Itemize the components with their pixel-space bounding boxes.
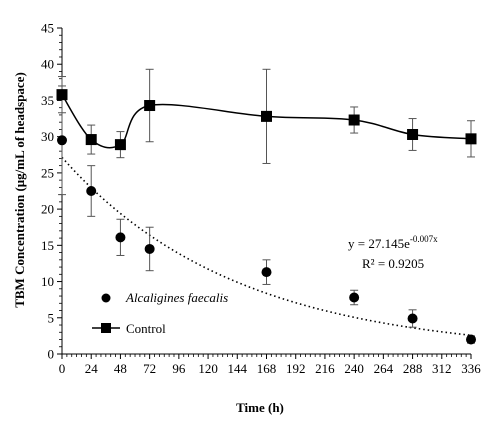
x-tick-label: 216	[315, 361, 335, 376]
x-tick-label: 0	[59, 361, 66, 376]
y-tick-label: 10	[41, 274, 54, 289]
x-axis-title: Time (h)	[236, 400, 284, 415]
data-point-control	[407, 128, 419, 140]
data-point-alcaligines	[144, 243, 155, 254]
x-tick-label: 312	[432, 361, 452, 376]
legend-label-control: Control	[126, 321, 166, 336]
data-point-alcaligines	[115, 232, 126, 243]
legend-label-alcaligines: Alcaligines faecalis	[125, 290, 228, 305]
x-tick-label: 288	[403, 361, 423, 376]
trendline-exponential	[61, 156, 472, 337]
trendline-equation-base: y = 27.145e	[348, 236, 410, 251]
y-tick-label: 20	[41, 202, 54, 217]
x-tick-label: 72	[143, 361, 156, 376]
y-tick-label: 25	[41, 165, 54, 180]
y-tick-label: 40	[41, 57, 54, 72]
trendline-r-squared: R² = 0.9205	[362, 256, 424, 271]
series-layer	[56, 68, 477, 345]
x-tick-label: 120	[198, 361, 218, 376]
x-tick-label: 24	[85, 361, 99, 376]
legend-marker-control	[101, 323, 111, 333]
y-tick-label: 30	[41, 129, 54, 144]
y-axis-ticks: 0 5 10 15 20 25 30 35 40 45	[41, 21, 62, 362]
trendline-equation: y = 27.145e-0.007x	[348, 234, 438, 251]
y-tick-label: 15	[41, 238, 54, 253]
trendline-equation-exponent: -0.007x	[410, 234, 438, 244]
y-tick-label: 45	[41, 21, 54, 36]
data-point-alcaligines	[57, 135, 67, 146]
x-tick-label: 96	[172, 361, 186, 376]
y-tick-label: 0	[48, 347, 55, 362]
data-point-alcaligines	[86, 186, 97, 196]
data-point-control	[114, 139, 126, 151]
x-tick-label: 336	[461, 361, 481, 376]
data-point-alcaligines	[466, 334, 476, 345]
y-axis-title: TBM Concentration (μg/mL of headspace)	[12, 72, 27, 308]
legend: Alcaligines faecalis Control	[92, 290, 228, 336]
y-tick-label: 35	[41, 93, 54, 108]
x-tick-label: 168	[257, 361, 277, 376]
x-tick-label: 144	[228, 361, 248, 376]
x-axis-ticks: 0 24 48 72 96 120 144 168 192 216 240 264 288 312 336	[59, 354, 481, 376]
data-point-control	[56, 89, 68, 101]
series-line-control	[61, 94, 472, 149]
y-tick-label: 5	[48, 310, 55, 325]
data-point-control	[348, 114, 360, 126]
data-point-control	[85, 134, 97, 146]
trendline-layer	[61, 156, 472, 337]
data-point-alcaligines	[349, 292, 360, 303]
data-point-control	[144, 100, 156, 112]
data-point-control	[261, 110, 272, 122]
x-tick-label: 240	[344, 361, 364, 376]
data-point-alcaligines	[407, 313, 418, 324]
legend-marker-alcaligines	[101, 293, 111, 303]
data-point-alcaligines	[261, 267, 272, 278]
x-tick-label: 192	[286, 361, 306, 376]
data-point-control	[465, 133, 477, 145]
x-tick-label: 48	[114, 361, 127, 376]
x-tick-label: 264	[374, 361, 394, 376]
